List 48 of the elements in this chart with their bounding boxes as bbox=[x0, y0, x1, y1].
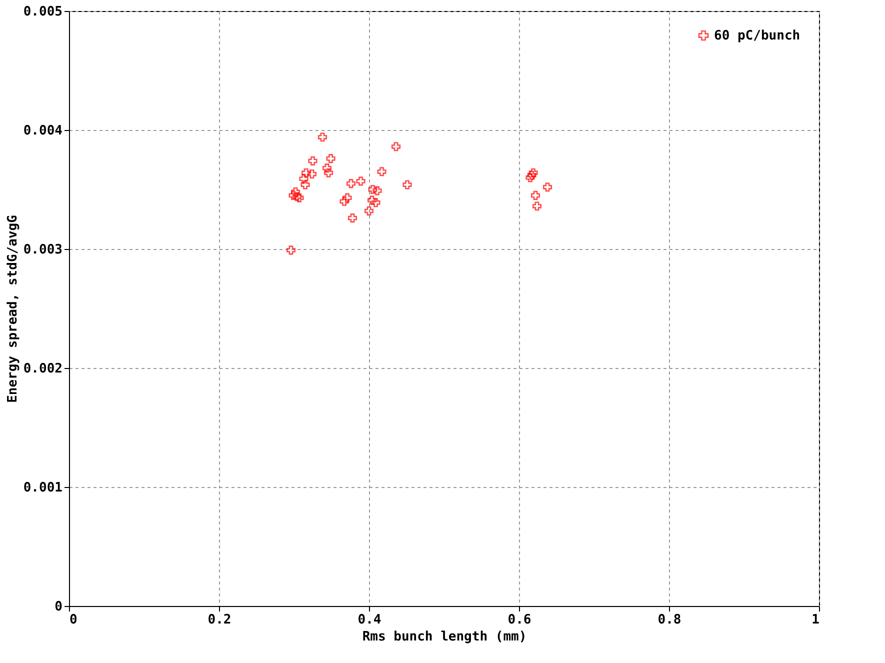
point bbox=[324, 168, 334, 178]
y-tick-label: 0.001 bbox=[23, 480, 63, 496]
x-tick-label: 1 bbox=[812, 612, 820, 628]
point bbox=[532, 202, 542, 211]
point bbox=[299, 174, 308, 184]
point bbox=[294, 193, 304, 202]
x-tick-label: 0.6 bbox=[508, 612, 532, 628]
point bbox=[368, 184, 378, 194]
point bbox=[342, 193, 352, 202]
x-tick-label: 0.4 bbox=[358, 612, 382, 628]
point bbox=[301, 168, 311, 178]
point bbox=[530, 190, 540, 200]
point bbox=[527, 170, 536, 180]
point bbox=[340, 196, 349, 206]
point bbox=[318, 132, 328, 142]
point bbox=[391, 142, 401, 152]
y-tick-label: 0.002 bbox=[23, 362, 62, 376]
point bbox=[348, 214, 358, 223]
y-tick-label: 0.004 bbox=[23, 124, 63, 138]
y-tick-label: 0 bbox=[54, 600, 63, 614]
x-tick-label: 0.8 bbox=[658, 612, 682, 628]
x-axis-title: Rms bunch length (mm) bbox=[362, 630, 527, 644]
y-axis-title: Energy spread, stdG/avgG bbox=[5, 214, 20, 403]
point bbox=[526, 173, 535, 182]
point bbox=[308, 156, 318, 166]
point bbox=[286, 246, 296, 255]
point bbox=[402, 180, 412, 190]
point bbox=[371, 198, 380, 208]
point bbox=[377, 167, 386, 176]
point bbox=[292, 192, 302, 202]
x-tick-label: 0.2 bbox=[208, 612, 232, 628]
point bbox=[300, 180, 310, 190]
point bbox=[322, 164, 332, 173]
point bbox=[542, 182, 552, 192]
y-tick-label: 0.005 bbox=[23, 4, 62, 20]
legend-label: 60 pC/bunch bbox=[714, 28, 800, 44]
y-tick-label: 0.003 bbox=[23, 242, 62, 258]
point bbox=[290, 187, 300, 196]
point bbox=[367, 196, 377, 205]
point bbox=[364, 206, 374, 216]
point bbox=[346, 179, 356, 188]
point bbox=[356, 176, 366, 186]
point bbox=[528, 168, 538, 178]
point bbox=[326, 154, 336, 164]
point bbox=[372, 186, 382, 196]
point bbox=[307, 170, 317, 179]
x-tick-label: 0 bbox=[70, 612, 78, 628]
point bbox=[288, 190, 298, 200]
